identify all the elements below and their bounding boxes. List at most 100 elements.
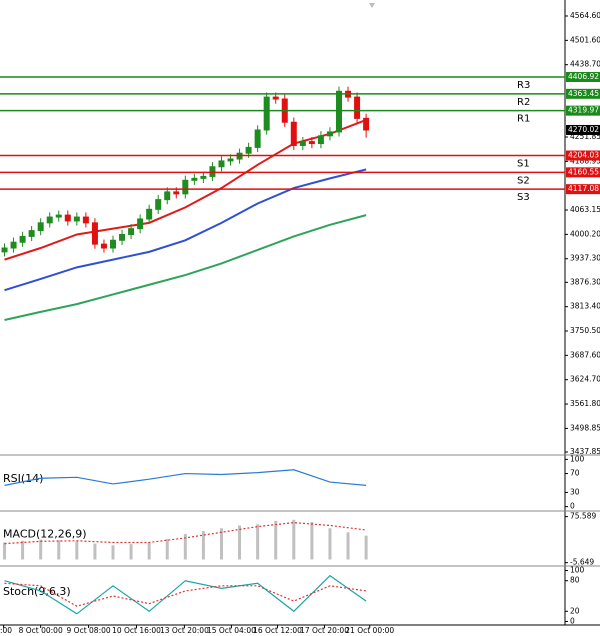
y-tick-label: 100 [570, 566, 585, 575]
x-tick-label: 6:00 [0, 626, 12, 635]
level-tag [566, 184, 600, 195]
histogram-bar [3, 542, 7, 560]
y-tick-label: 3813.40 [570, 302, 600, 311]
candle-body [46, 216, 53, 224]
level-name: R1 [517, 114, 530, 125]
candle-body [37, 222, 44, 232]
candle-body [91, 222, 98, 245]
x-tick-label: 13 Oct 20:00 [160, 626, 209, 635]
candle-body [137, 218, 144, 230]
last-price-tag [566, 124, 600, 135]
level-tag-label: 4204.03 [568, 151, 599, 160]
y-tick-label: 4188.95 [570, 156, 600, 165]
level-tag-label: 4319.97 [568, 106, 599, 115]
histogram-bar [364, 535, 368, 560]
y-tick-label: -5.649 [570, 558, 594, 567]
y-tick-label: 4251.85 [570, 132, 600, 141]
candle-body [73, 216, 80, 222]
candle-body [218, 160, 225, 168]
histogram-bar [165, 539, 169, 560]
histogram-bar [310, 522, 314, 560]
y-tick-label: 80 [570, 576, 580, 585]
panel-title: MACD(12,26,9) [3, 528, 87, 541]
candle-body [272, 96, 279, 100]
level-tag [566, 167, 600, 178]
level-name: R2 [517, 97, 530, 108]
histogram-bar [256, 524, 260, 560]
level-tag-label: 4160.55 [568, 167, 599, 176]
candle-body [28, 230, 35, 237]
candle-body [119, 233, 126, 241]
y-tick-label: 4438.70 [570, 60, 600, 69]
level-tag [566, 71, 600, 82]
y-tick-label: 0 [570, 616, 575, 625]
histogram-bar [75, 541, 79, 560]
candle-body [64, 214, 71, 222]
panel-title: RSI(14) [3, 472, 43, 485]
y-tick-label: 4063.15 [570, 205, 600, 214]
histogram-bar [57, 540, 61, 560]
x-tick-label: 17 Oct 20:00 [300, 626, 349, 635]
indicator-line [4, 522, 367, 545]
histogram-bar [183, 533, 187, 560]
candle-body [299, 141, 306, 146]
y-tick-label: 3937.30 [570, 254, 600, 263]
candle-body [354, 96, 361, 119]
level-tag-label: 4363.45 [568, 89, 599, 98]
y-tick-label: 3750.50 [570, 326, 600, 335]
last-price-label: 4270.02 [568, 125, 599, 134]
y-tick-label: 3561.80 [570, 399, 600, 408]
y-tick-label: 100 [570, 454, 585, 463]
candle-body [182, 179, 189, 195]
y-tick-label: 4501.60 [570, 35, 600, 44]
candle-body [336, 90, 342, 133]
histogram-bar [129, 544, 133, 560]
x-tick-label: 15 Oct 04:00 [207, 626, 256, 635]
shift-marker [369, 3, 375, 8]
candle-body [55, 214, 62, 218]
histogram-bar [292, 519, 296, 560]
indicator-line [4, 469, 367, 486]
histogram-bar [346, 532, 350, 560]
histogram-bar [328, 528, 332, 560]
level-tag [566, 105, 600, 116]
candle-body [227, 158, 234, 162]
candle-body [308, 141, 315, 145]
candle-body [164, 191, 171, 201]
y-tick-label: 3437.85 [570, 447, 600, 456]
candle-body [245, 146, 252, 154]
candle-body [110, 239, 116, 249]
candle-body [209, 166, 216, 177]
candle-body [363, 117, 370, 131]
level-tag-label: 4406.92 [568, 72, 599, 81]
moving-average [4, 168, 367, 292]
candle-body [263, 96, 270, 131]
y-tick-label: 4000.20 [570, 229, 600, 238]
x-tick-label: 9 Oct 08:00 [67, 626, 111, 635]
histogram-bar [39, 539, 43, 560]
x-tick-label: 10 Oct 16:00 [112, 626, 161, 635]
moving-average [4, 214, 367, 321]
y-tick-label: 3876.30 [570, 277, 600, 286]
x-tick-label: 21 Oct 00:00 [345, 626, 394, 635]
level-name: R3 [517, 80, 530, 91]
level-tag [566, 150, 600, 161]
candle-body [100, 243, 107, 249]
histogram-bar [93, 543, 97, 560]
candle-body [82, 216, 89, 224]
y-tick-label: 30 [570, 487, 580, 496]
moving-average [4, 118, 367, 261]
y-tick-label: 20 [570, 606, 580, 615]
candle-body [173, 191, 180, 195]
candle-body [128, 228, 135, 235]
candle-body [317, 135, 324, 145]
histogram-bar [201, 531, 205, 560]
level-name: S2 [517, 175, 530, 186]
level-tag [566, 88, 600, 99]
candle-body [254, 129, 261, 148]
candle-body [326, 131, 333, 137]
x-tick-label: 16 Oct 12:00 [253, 626, 302, 635]
